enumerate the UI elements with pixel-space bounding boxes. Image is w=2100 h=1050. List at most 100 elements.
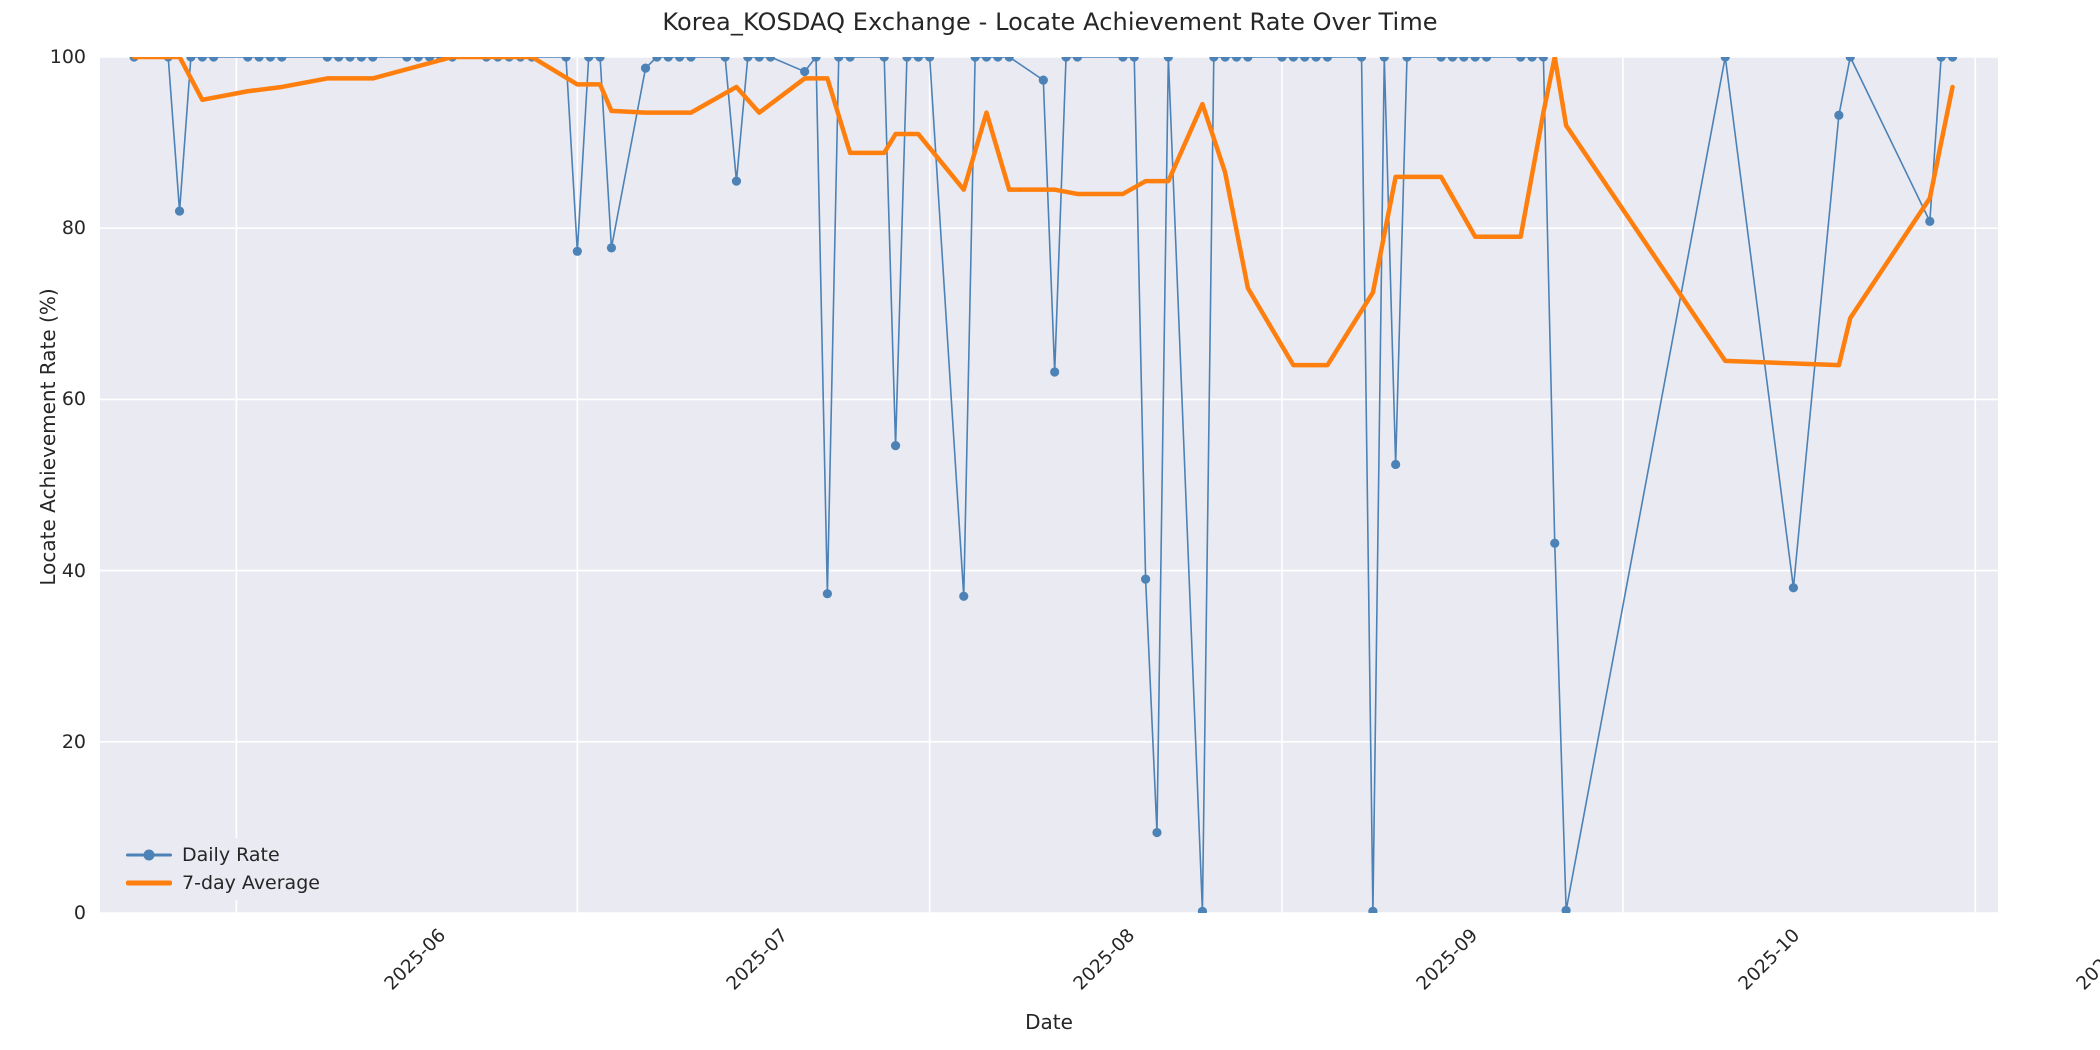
y-tick-label-20: 20 <box>61 731 86 753</box>
data-point <box>743 57 753 62</box>
data-point <box>584 57 594 62</box>
y-tick-label-0: 0 <box>73 902 86 924</box>
data-point <box>334 57 344 62</box>
data-point <box>413 57 423 62</box>
data-point <box>1061 57 1071 62</box>
y-axis-label: Locate Achievement Rate (%) <box>36 288 60 586</box>
data-point <box>822 589 832 599</box>
data-point <box>174 206 185 216</box>
data-point <box>902 57 912 62</box>
data-point <box>1527 57 1537 62</box>
data-point <box>1447 57 1458 62</box>
plot-area <box>100 57 1998 913</box>
data-point <box>663 57 673 62</box>
data-point <box>1459 57 1469 62</box>
data-point <box>606 243 617 253</box>
data-point <box>1163 57 1173 62</box>
data-point <box>186 57 196 62</box>
y-tick-label-60: 60 <box>61 388 86 410</box>
data-point <box>1277 57 1287 62</box>
data-point <box>1720 57 1730 62</box>
data-point <box>1402 57 1412 62</box>
legend-label-daily-rate: Daily Rate <box>182 844 280 866</box>
x-axis-label: Date <box>1025 1010 1073 1034</box>
x-tick-label-2025-08: 2025-08 <box>1069 925 1140 995</box>
data-point <box>981 57 992 62</box>
data-point <box>243 57 253 62</box>
x-tick-label-2025-06: 2025-06 <box>380 925 451 995</box>
data-point <box>720 57 730 62</box>
data-point <box>209 57 219 62</box>
legend-item-7day-average[interactable]: 7-day Average <box>126 872 320 894</box>
data-point <box>959 591 969 601</box>
data-point <box>1129 57 1139 62</box>
data-point <box>1050 367 1060 377</box>
data-point <box>402 57 412 62</box>
grid-lines <box>100 57 1998 913</box>
data-point <box>1118 57 1128 62</box>
x-tick-label-2025-11: 2025-11 <box>2072 925 2100 995</box>
data-point <box>1072 57 1083 62</box>
data-point <box>1845 57 1855 62</box>
data-point <box>1004 57 1014 62</box>
data-point <box>1436 57 1446 62</box>
data-point <box>834 57 844 62</box>
y-tick-label-40: 40 <box>61 560 86 582</box>
data-point <box>561 57 571 62</box>
legend-swatch-daily-rate <box>126 844 172 866</box>
data-point <box>1538 57 1548 62</box>
data-point <box>800 66 810 77</box>
data-point <box>1152 827 1162 838</box>
data-point <box>322 57 332 62</box>
data-point <box>1356 57 1367 62</box>
data-point <box>845 57 855 62</box>
chart-legend: Daily Rate 7-day Average <box>118 838 330 900</box>
legend-label-7day-average: 7-day Average <box>182 872 320 894</box>
data-point <box>1141 574 1151 584</box>
data-point <box>1368 906 1378 913</box>
data-point <box>1038 75 1048 85</box>
data-point <box>1231 57 1242 62</box>
x-tick-label-2025-09: 2025-09 <box>1412 925 1483 995</box>
data-point <box>652 57 662 62</box>
data-point <box>675 57 685 62</box>
data-point <box>1391 459 1401 470</box>
data-point <box>1300 57 1310 62</box>
data-point <box>1936 57 1946 62</box>
data-point <box>1516 57 1526 62</box>
data-point <box>686 57 696 62</box>
data-point <box>356 57 366 62</box>
data-point <box>890 441 901 451</box>
data-point <box>1197 906 1208 913</box>
data-point <box>1379 57 1389 62</box>
legend-item-daily-rate[interactable]: Daily Rate <box>126 844 320 866</box>
data-point <box>277 57 287 62</box>
data-point <box>913 57 923 62</box>
data-point <box>925 57 935 62</box>
y-tick-label-80: 80 <box>61 217 86 239</box>
data-point <box>765 57 776 62</box>
data-point <box>1561 905 1571 913</box>
series-line-daily-rate <box>133 57 1954 913</box>
data-point <box>879 57 889 62</box>
series-line-7-day-average <box>131 57 1955 368</box>
data-point <box>1470 57 1480 62</box>
data-point <box>640 63 651 73</box>
data-point <box>731 176 742 186</box>
data-point <box>1481 57 1492 62</box>
chart-title: Korea_KOSDAQ Exchange - Locate Achieveme… <box>662 8 1438 36</box>
data-point <box>1925 216 1935 226</box>
data-point <box>811 57 821 62</box>
data-point <box>368 57 378 62</box>
data-point <box>1220 57 1230 62</box>
data-point <box>1550 538 1560 548</box>
data-point <box>254 57 264 62</box>
data-point <box>970 57 980 62</box>
data-point <box>993 57 1003 62</box>
data-point <box>265 57 276 62</box>
data-point <box>1288 57 1298 62</box>
data-point <box>754 57 764 62</box>
data-point <box>1834 110 1844 120</box>
data-point <box>1243 57 1253 62</box>
